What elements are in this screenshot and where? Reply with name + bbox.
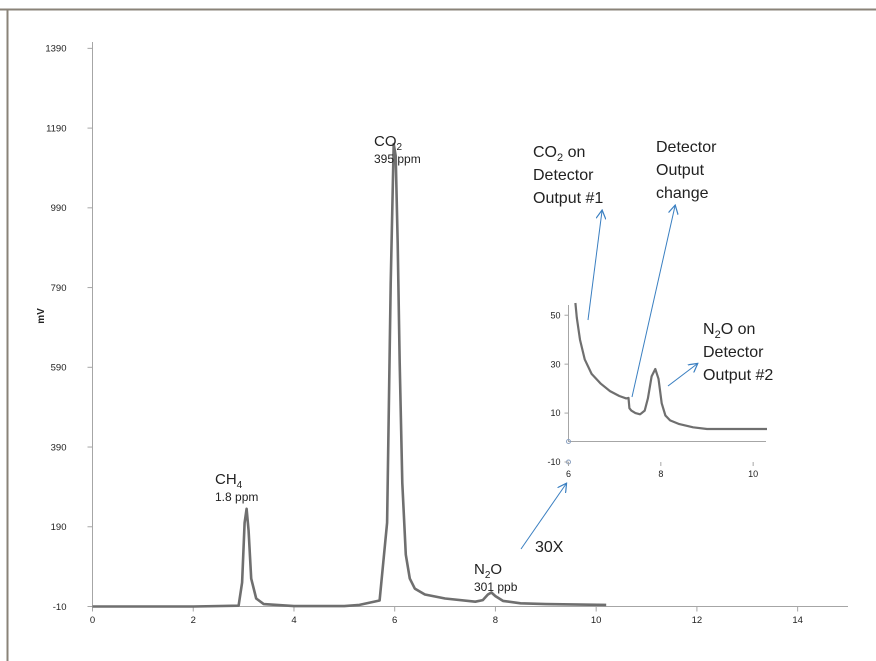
main-y-tick-label: -10 xyxy=(53,602,67,613)
n2o-detector-on: O on xyxy=(721,321,756,338)
zoom-factor-label: 30X xyxy=(535,539,564,556)
n2o-detector-n: N xyxy=(703,321,715,338)
co2-detector-co: CO xyxy=(533,144,557,161)
co2-detector-arrow xyxy=(587,211,602,321)
chromatogram-series-line xyxy=(92,142,607,608)
detector-change-annotation: Detector Output change xyxy=(656,139,721,202)
n2o-detector-annotation: N2O on Detector Output #2 xyxy=(703,321,773,384)
main-x-tick-label: 2 xyxy=(191,615,196,626)
inset-y-tick-label: 10 xyxy=(550,408,560,418)
main-y-tick-label: 190 xyxy=(51,522,67,533)
detector-change-arrow xyxy=(631,206,675,398)
detector-change-line2: Output xyxy=(656,162,705,179)
ch4-concentration-label: 1.8 ppm xyxy=(215,490,258,504)
co2-name: CO xyxy=(374,133,397,150)
co2-peak-label: CO2 xyxy=(374,133,403,153)
detector-change-line1: Detector xyxy=(656,139,717,156)
inset-x-ticks: 6 8 10 xyxy=(566,462,758,479)
n2o-detector-sub: 2 xyxy=(715,329,721,341)
co2-detector-line3: Output #1 xyxy=(533,190,603,207)
main-chart: -10 190 390 590 790 990 1190 1390 0 2 4 6 8 10 12 14 m… xyxy=(36,42,848,626)
n2o-detector-line3: Output #2 xyxy=(703,367,773,384)
inset-y-tick-label: -10 xyxy=(547,457,560,467)
inset-y-ticks: -10 10 30 50 xyxy=(547,310,569,467)
n2o-detector-line1: N2O on xyxy=(703,321,755,341)
n2o-subscript: 2 xyxy=(485,570,491,581)
ch4-name: CH xyxy=(215,471,237,488)
n2o-detector-line2: Detector xyxy=(703,344,764,361)
main-y-axis-label: mV xyxy=(36,308,47,324)
main-y-tick-label: 1390 xyxy=(45,44,66,55)
n2o-name-o: O xyxy=(490,561,502,578)
inset-origin-marker xyxy=(566,439,571,444)
main-x-ticks: 0 2 4 6 8 10 12 14 xyxy=(90,606,803,626)
inset-series-line xyxy=(574,302,767,431)
n2o-peak-label: N2O xyxy=(474,561,502,581)
inset-y-tick-label: 30 xyxy=(550,359,560,369)
inset-y-tick-label: 50 xyxy=(550,310,560,320)
inset-x-tick-label: 10 xyxy=(748,469,758,479)
main-x-tick-label: 4 xyxy=(291,615,296,626)
inset-x-tick-label: 8 xyxy=(658,469,663,479)
main-y-tick-label: 390 xyxy=(51,442,67,453)
ch4-subscript: 4 xyxy=(237,480,243,491)
co2-detector-line2: Detector xyxy=(533,167,594,184)
detector-change-line3: change xyxy=(656,185,709,202)
main-x-tick-label: 14 xyxy=(792,615,803,626)
main-y-tick-label: 790 xyxy=(51,283,67,294)
zoom-arrow xyxy=(520,484,566,550)
co2-detector-annotation: CO2 on Detector Output #1 xyxy=(533,144,603,207)
co2-detector-sub: 2 xyxy=(557,152,563,164)
main-x-tick-label: 6 xyxy=(392,615,397,626)
co2-subscript: 2 xyxy=(397,142,403,153)
inset-x-tick-label: 6 xyxy=(566,469,571,479)
co2-detector-on: on xyxy=(563,144,585,161)
main-y-tick-label: 1190 xyxy=(46,123,66,134)
n2o-name-n: N xyxy=(474,561,485,578)
n2o-detector-arrow xyxy=(667,364,697,387)
main-x-tick-label: 10 xyxy=(591,615,602,626)
main-y-tick-label: 990 xyxy=(51,203,67,214)
co2-concentration-label: 395 ppm xyxy=(374,152,421,166)
main-y-ticks: -10 190 390 590 790 990 1190 1390 xyxy=(45,44,93,613)
ch4-peak-label: CH4 xyxy=(215,471,243,491)
n2o-concentration-label: 301 ppb xyxy=(474,580,518,594)
main-x-tick-label: 0 xyxy=(90,615,95,626)
main-y-tick-label: 590 xyxy=(51,363,67,374)
main-peak-points xyxy=(247,144,492,593)
main-x-tick-label: 12 xyxy=(692,615,703,626)
co2-detector-line1: CO2 on xyxy=(533,144,585,164)
main-x-tick-label: 8 xyxy=(493,615,498,626)
